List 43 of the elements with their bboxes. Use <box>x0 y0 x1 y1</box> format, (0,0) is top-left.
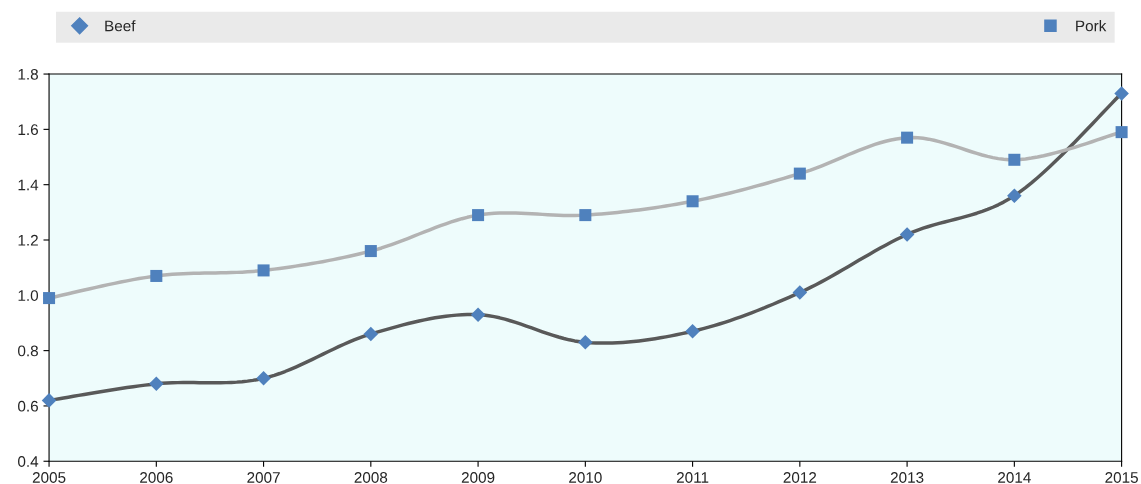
x-tick-label: 2015 <box>1105 472 1138 483</box>
point <box>472 209 485 222</box>
x-tick-label: 2007 <box>247 472 280 483</box>
y-tick-label: 1.2 <box>18 234 38 246</box>
x-tick-label: 2009 <box>461 472 495 483</box>
x-tick-label: 2005 <box>32 472 66 483</box>
point <box>792 285 808 300</box>
x-tick-label: 2013 <box>890 472 924 483</box>
y-tick-label: 0.8 <box>18 345 38 357</box>
point <box>578 335 593 350</box>
y-tick-label: 0.4 <box>18 456 39 467</box>
x-tick-label: 2008 <box>354 472 388 483</box>
x-tick-label: 2014 <box>998 472 1031 483</box>
point <box>899 227 915 242</box>
y-tick-label: 0.6 <box>18 400 38 412</box>
point <box>1115 126 1128 139</box>
x-tick-label: 2011 <box>676 472 709 483</box>
point <box>686 195 699 208</box>
point <box>150 269 163 282</box>
point <box>363 326 379 342</box>
legend-label: Pork <box>1076 20 1107 32</box>
point <box>901 131 914 144</box>
point <box>43 292 56 305</box>
y-tick-label: 1.0 <box>18 290 39 301</box>
point <box>256 371 271 386</box>
point <box>257 264 270 277</box>
point <box>364 245 377 258</box>
y-tick-label: 1.4 <box>18 179 39 191</box>
y-tick-label: 1.8 <box>18 68 38 80</box>
point <box>1114 86 1129 101</box>
y-tick-label: 1.6 <box>18 124 38 136</box>
point <box>470 307 486 322</box>
x-tick-label: 2012 <box>783 472 817 483</box>
point <box>579 209 592 222</box>
point <box>685 323 700 339</box>
point <box>1008 153 1021 166</box>
point <box>1007 188 1022 204</box>
x-tick-label: 2010 <box>569 472 602 483</box>
point <box>41 393 57 408</box>
point <box>149 376 164 392</box>
x-tick-label: 2006 <box>140 472 173 483</box>
legend-label: Beef <box>105 20 136 32</box>
point <box>793 167 806 180</box>
